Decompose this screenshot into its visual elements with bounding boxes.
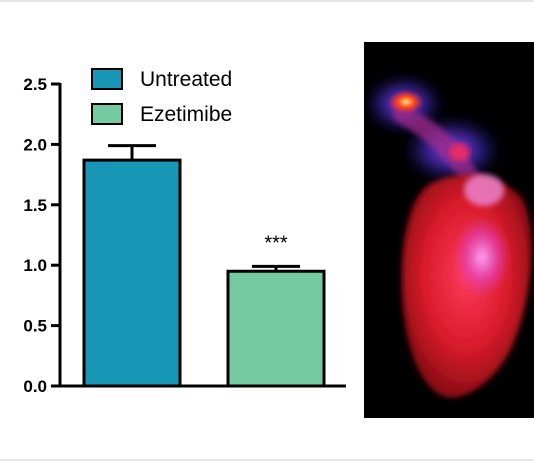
bar-untreated [82, 158, 182, 388]
bar-layer: *** [82, 144, 326, 388]
y-tick-label: 0.5 [23, 317, 47, 336]
y-tick-label: 0.0 [23, 377, 47, 396]
y-tick-label: 2.5 [23, 75, 47, 94]
y-tick-label: 1.5 [23, 196, 47, 215]
legend-swatch-ezetimibe [91, 103, 123, 125]
bar-chart: 0.0 0.5 1.0 1.5 2.0 2.5 *** Untreated Ezetimi… [23, 68, 346, 396]
legend: Untreated Ezetimibe [91, 68, 232, 126]
bottom-rule [0, 459, 534, 461]
top-rule [0, 0, 534, 2]
legend-label-untreated: Untreated [140, 68, 232, 91]
bar-ezetimibe [226, 269, 326, 388]
y-tick-label: 2.0 [23, 135, 47, 154]
fluorescent-heart-image [364, 42, 534, 418]
significance-label: *** [264, 232, 288, 254]
legend-label-ezetimibe: Ezetimibe [140, 103, 232, 126]
legend-swatch-untreated [91, 68, 123, 90]
y-tick-label: 1.0 [23, 256, 47, 275]
